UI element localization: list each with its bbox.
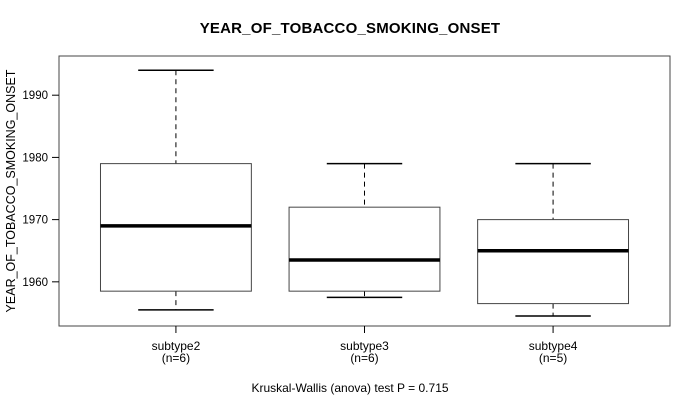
chart-title: YEAR_OF_TOBACCO_SMOKING_ONSET: [199, 20, 501, 37]
box-subtype4: [477, 219, 630, 305]
group-label: subtype3: [340, 339, 389, 353]
group-sublabel: (n=5): [539, 351, 567, 365]
y-tick-label: 1970: [22, 215, 48, 227]
group-label: subtype2: [152, 339, 201, 353]
y-tick-label: 1990: [22, 90, 48, 102]
group-sublabel: (n=6): [350, 351, 378, 365]
stat-annotation: Kruskal-Wallis (anova) test P = 0.715: [251, 381, 449, 395]
y-tick-label: 1980: [22, 152, 48, 164]
box-subtype3: [288, 206, 441, 292]
group-label: subtype4: [529, 339, 578, 353]
y-tick-label: 1960: [22, 277, 48, 289]
group-sublabel: (n=6): [162, 351, 190, 365]
